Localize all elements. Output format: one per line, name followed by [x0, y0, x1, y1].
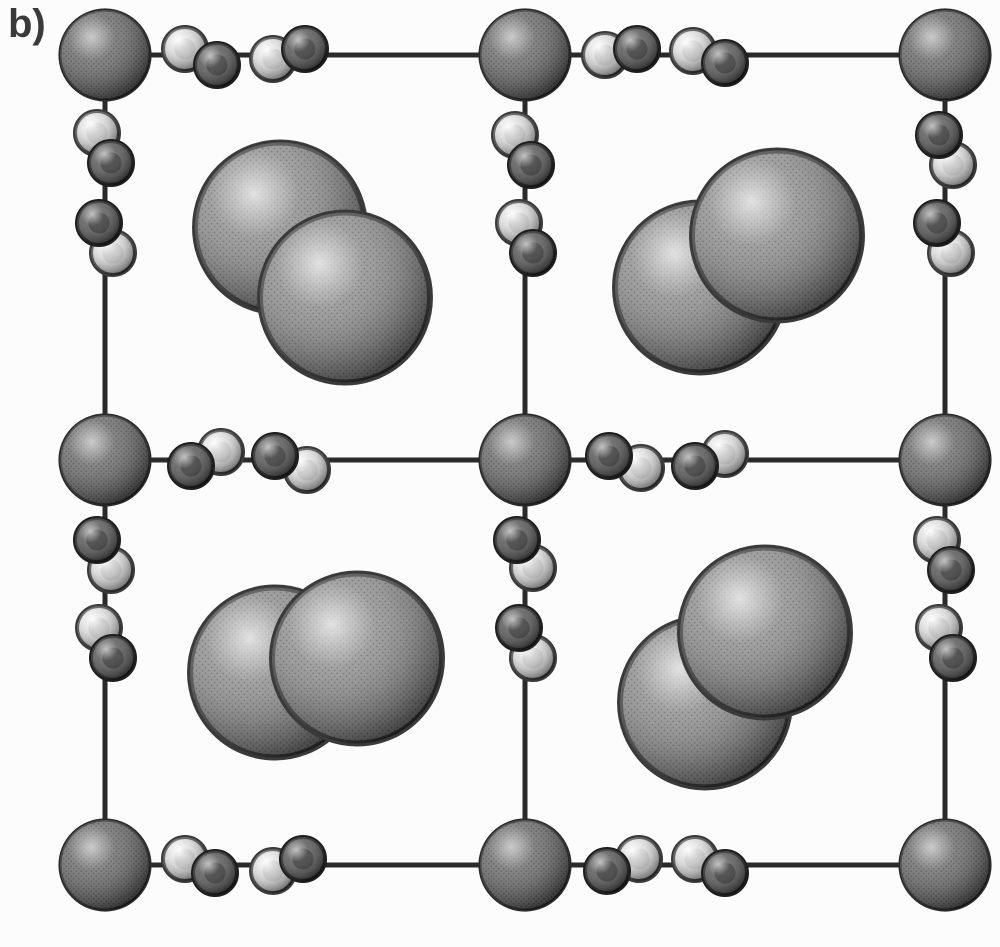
small-atom-dark	[929, 548, 973, 592]
corner-atom	[480, 820, 570, 910]
small-atom-dark	[511, 231, 555, 275]
small-atom-dark	[673, 444, 717, 488]
corner-atom	[900, 10, 990, 100]
small-atom-dark	[193, 851, 237, 895]
small-atom-dark	[917, 113, 961, 157]
small-atom-dark	[169, 444, 213, 488]
small-atom-dark	[915, 201, 959, 245]
small-atom-dark	[585, 849, 629, 893]
small-atom-dark	[615, 27, 659, 71]
center-atom	[260, 213, 430, 383]
crystal-structure-diagram	[0, 0, 1000, 947]
corner-atom	[60, 820, 150, 910]
corner-atom	[60, 415, 150, 505]
center-atom	[692, 151, 862, 321]
small-atom-dark	[89, 141, 133, 185]
small-atom-dark	[77, 201, 121, 245]
center-atom	[680, 548, 850, 718]
small-atom-dark	[703, 41, 747, 85]
small-atom-dark	[509, 143, 553, 187]
corner-atom	[900, 820, 990, 910]
small-atom-dark	[497, 606, 541, 650]
small-atom-dark	[91, 636, 135, 680]
corner-atom	[60, 10, 150, 100]
small-atom-dark	[281, 837, 325, 881]
small-atom-dark	[283, 27, 327, 71]
small-atom-dark	[703, 851, 747, 895]
small-atom-dark	[195, 43, 239, 87]
corner-atom	[480, 10, 570, 100]
small-atom-dark	[931, 636, 975, 680]
corner-atom	[480, 415, 570, 505]
small-atom-dark	[75, 518, 119, 562]
corner-atom	[900, 415, 990, 505]
center-atom	[272, 574, 442, 744]
small-atom-dark	[587, 434, 631, 478]
small-atom-dark	[495, 518, 539, 562]
small-atom-dark	[253, 434, 297, 478]
